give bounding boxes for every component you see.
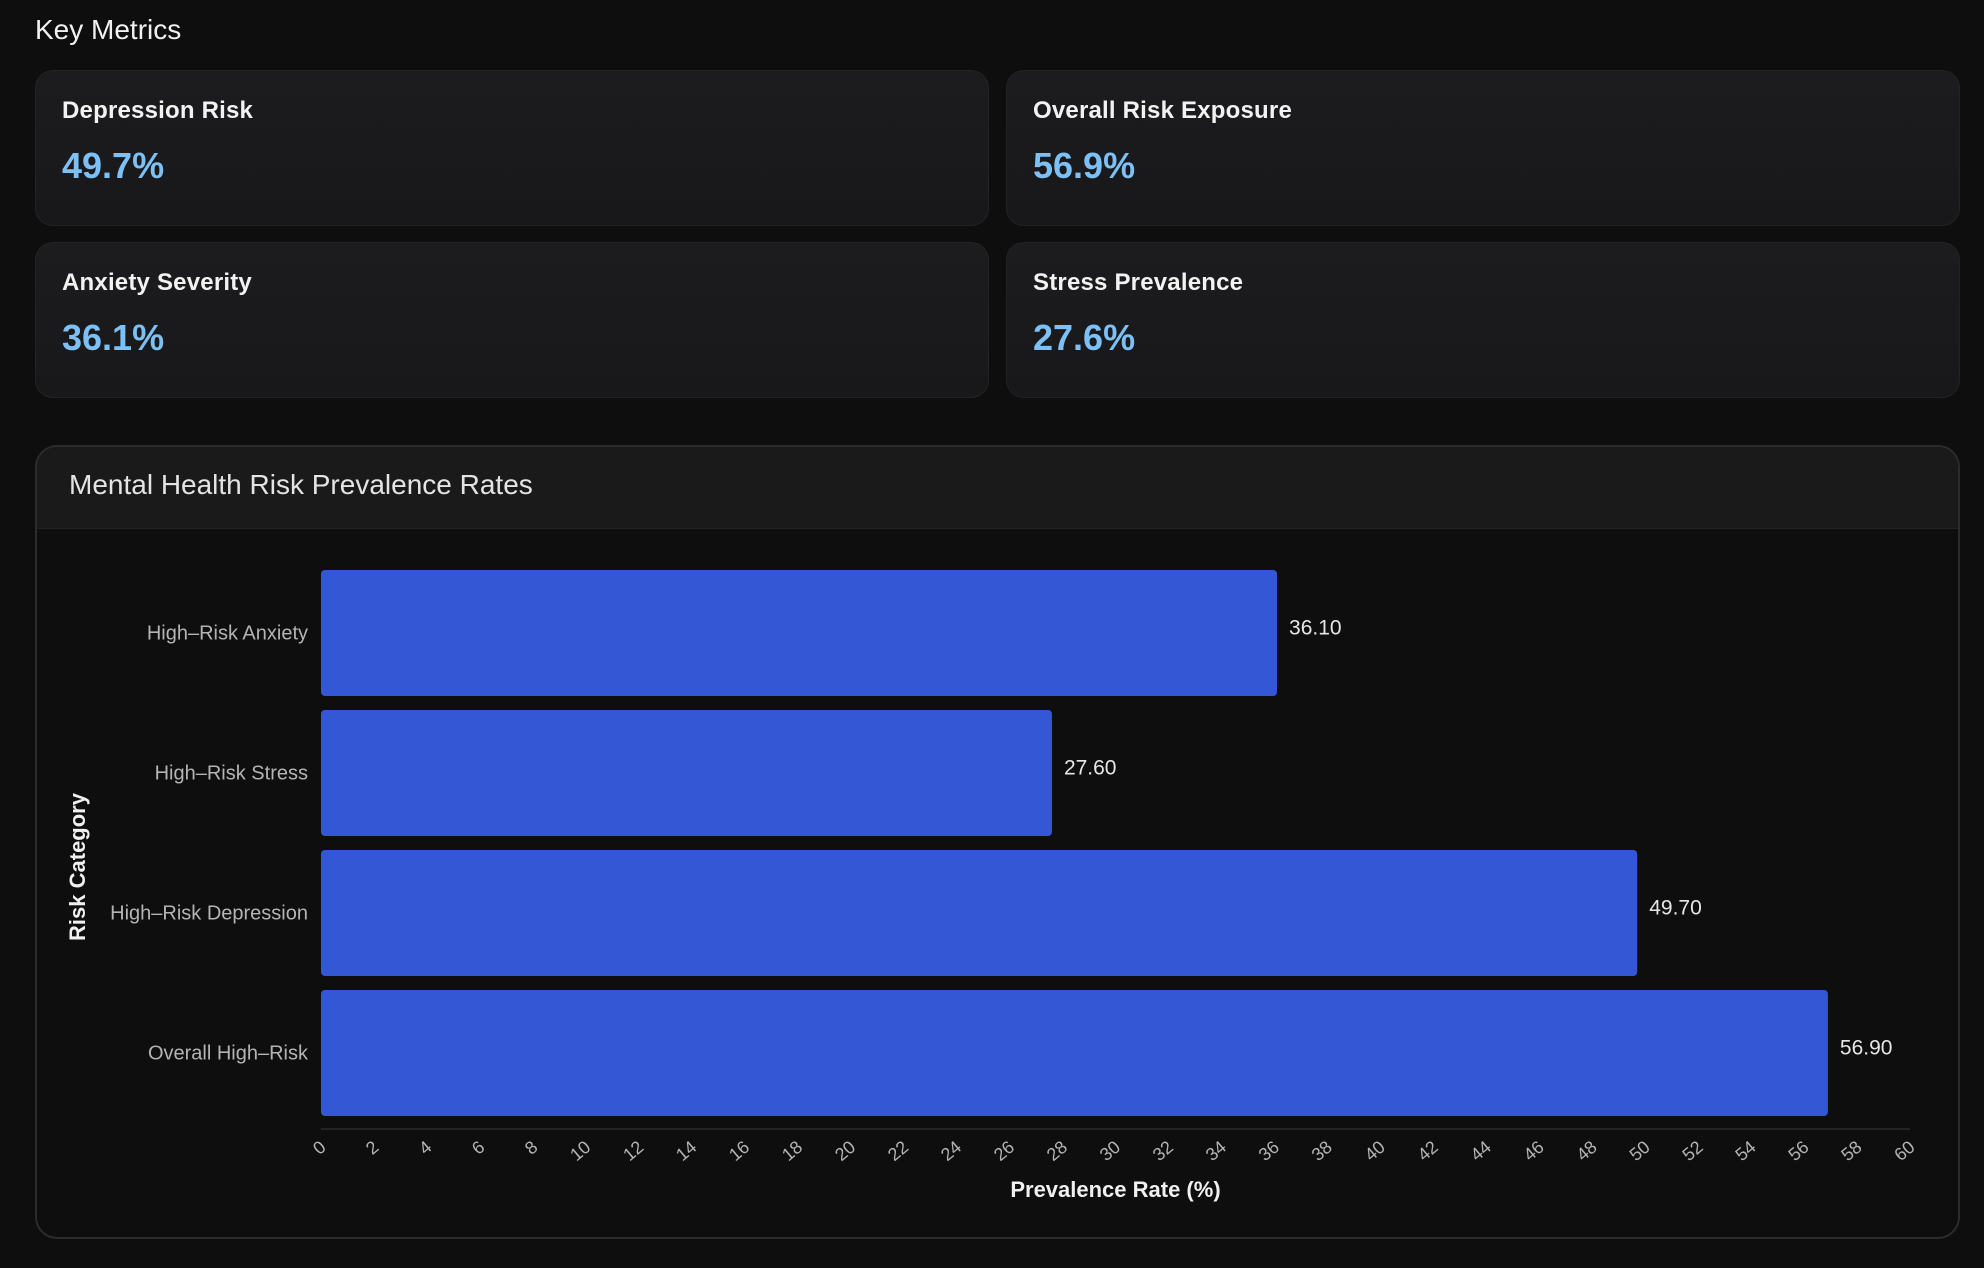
x-tick-label: 30: [1096, 1137, 1124, 1165]
metric-card-anxiety-severity: Anxiety Severity 36.1%: [35, 242, 989, 398]
y-tick-label: High–Risk Anxiety: [147, 622, 308, 644]
x-tick-label: 36: [1255, 1137, 1283, 1165]
x-tick-label: 54: [1731, 1137, 1759, 1165]
metric-card-stress-prevalence: Stress Prevalence 27.6%: [1006, 242, 1960, 398]
metric-value: 49.7%: [62, 145, 165, 186]
x-tick-label: 22: [884, 1137, 912, 1165]
x-tick-label: 8: [521, 1137, 542, 1159]
bar: [321, 990, 1828, 1116]
x-tick-label: 28: [1043, 1137, 1071, 1165]
metric-card-depression-risk: Depression Risk 49.7%: [35, 70, 989, 226]
x-tick-label: 6: [468, 1137, 489, 1159]
x-tick-label: 14: [672, 1137, 700, 1165]
metric-value: 36.1%: [62, 317, 165, 358]
metric-label: Depression Risk: [62, 97, 254, 124]
bar-chart: 36.10 High–Risk Anxiety 27.60 High–Risk Str…: [65, 570, 1919, 1202]
metric-card-overall-risk-exposure: Overall Risk Exposure 56.9%: [1006, 70, 1960, 226]
x-tick-label: 38: [1308, 1137, 1336, 1165]
key-metrics-title: Key Metrics: [35, 14, 182, 45]
x-tick-label: 56: [1784, 1137, 1812, 1165]
x-tick-label: 46: [1520, 1137, 1548, 1165]
x-tick-label: 60: [1890, 1137, 1918, 1165]
y-tick-label: High–Risk Depression: [110, 902, 308, 924]
metric-label: Overall Risk Exposure: [1033, 97, 1292, 124]
chart-title: Mental Health Risk Prevalence Rates: [37, 447, 1958, 529]
y-axis-title: Risk Category: [65, 792, 90, 941]
metrics-grid: Depression Risk 49.7% Overall Risk Expos…: [35, 70, 1960, 398]
y-tick-label: Overall High–Risk: [148, 1042, 309, 1064]
x-tick-label: 2: [362, 1137, 383, 1159]
x-tick-label: 48: [1573, 1137, 1601, 1165]
x-tick-label: 0: [309, 1137, 330, 1159]
x-tick-label: 20: [831, 1137, 859, 1165]
bar: [321, 850, 1638, 976]
x-tick-label: 12: [619, 1137, 647, 1165]
x-tick-label: 34: [1202, 1137, 1230, 1165]
x-tick-label: 52: [1679, 1137, 1707, 1165]
chart-card: Mental Health Risk Prevalence Rates 36.1…: [35, 445, 1960, 1239]
bar: [321, 570, 1278, 696]
x-tick-label: 58: [1837, 1137, 1865, 1165]
metric-label: Stress Prevalence: [1033, 269, 1244, 296]
x-tick-label: 16: [725, 1137, 753, 1165]
bar-value-label: 36.10: [1289, 617, 1342, 640]
bar-value-label: 27.60: [1064, 757, 1117, 780]
bar: [321, 710, 1052, 836]
x-tick-label: 10: [566, 1137, 594, 1165]
metric-value: 27.6%: [1033, 317, 1136, 358]
x-axis-title: Prevalence Rate (%): [1010, 1177, 1220, 1202]
x-tick-label: 4: [415, 1137, 436, 1159]
metric-label: Anxiety Severity: [62, 269, 252, 296]
bar-value-label: 49.70: [1649, 897, 1702, 920]
x-tick-label: 26: [990, 1137, 1018, 1165]
metric-value: 56.9%: [1033, 145, 1136, 186]
x-tick-label: 42: [1414, 1137, 1442, 1165]
x-tick-label: 24: [937, 1137, 965, 1165]
y-tick-label: High–Risk Stress: [155, 762, 308, 784]
bar-value-label: 56.90: [1840, 1037, 1893, 1060]
x-tick-label: 50: [1626, 1137, 1654, 1165]
x-tick-label: 32: [1149, 1137, 1177, 1165]
x-tick-label: 44: [1467, 1137, 1495, 1165]
x-tick-label: 18: [778, 1137, 806, 1165]
x-tick-label: 40: [1361, 1137, 1389, 1165]
